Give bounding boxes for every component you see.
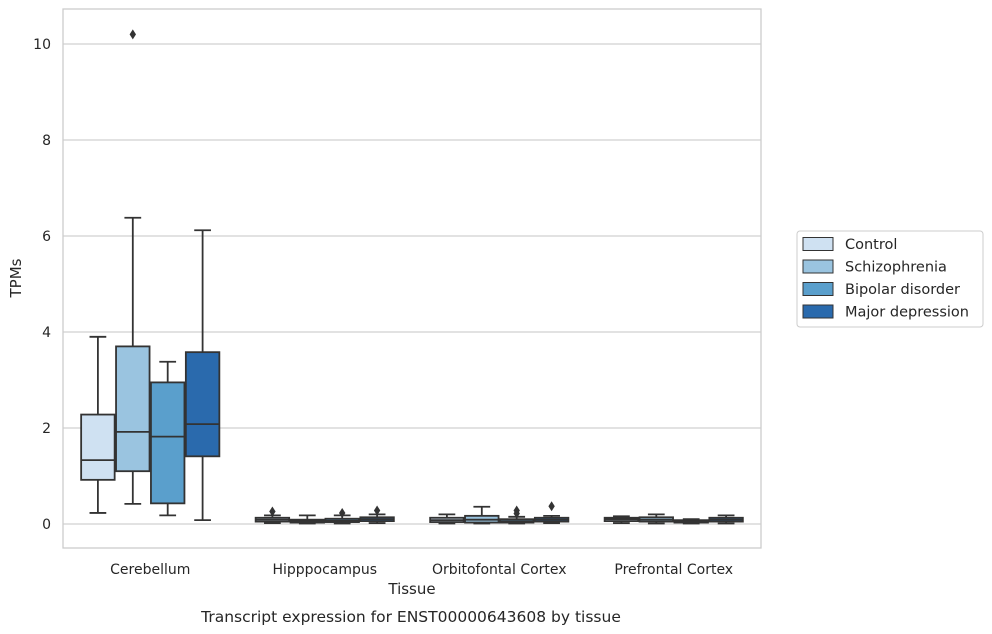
box xyxy=(115,29,151,505)
box-body xyxy=(150,381,186,505)
x-tick-labels: Cerebellum Hipppocampus Orbitofontal Corte… xyxy=(110,562,733,578)
x-tick-label: Cerebellum xyxy=(110,562,190,578)
outlier-point xyxy=(129,29,136,40)
legend-swatch xyxy=(802,237,834,251)
box xyxy=(638,513,674,525)
box xyxy=(289,514,325,525)
legend-label: Schizophrenia xyxy=(845,260,947,276)
box xyxy=(184,229,221,522)
legend: Control Schizophrenia Bipolar disorder Majo… xyxy=(796,230,984,328)
legend-label: Bipolar disorder xyxy=(845,282,960,298)
box xyxy=(464,505,500,525)
box xyxy=(80,335,116,514)
box xyxy=(708,514,744,525)
legend-swatch xyxy=(802,282,834,296)
box xyxy=(533,501,570,524)
x-tick-label: Hipppocampus xyxy=(272,562,377,578)
box xyxy=(324,507,360,525)
box-groups xyxy=(80,29,744,525)
y-tick-label: 0 xyxy=(42,517,51,533)
box xyxy=(673,518,709,525)
y-tick-label: 8 xyxy=(42,133,51,149)
y-axis-label: TPMs xyxy=(7,258,25,298)
chart-caption: Transcript expression for ENST0000064360… xyxy=(200,608,621,626)
box xyxy=(150,360,186,517)
legend-label: Major depression xyxy=(845,305,969,321)
box xyxy=(499,505,535,525)
y-tick-labels: 0 2 4 6 8 10 xyxy=(33,37,51,533)
y-tick-label: 4 xyxy=(42,325,51,341)
legend-frame xyxy=(796,230,984,328)
box xyxy=(359,505,395,524)
outlier-point xyxy=(513,505,520,516)
box-body xyxy=(184,351,221,458)
x-tick-label: Prefrontal Cortex xyxy=(614,562,733,578)
outlier-point xyxy=(373,505,381,516)
box-body xyxy=(115,345,151,473)
outlier-point xyxy=(548,501,555,512)
x-axis-label: Tissue xyxy=(387,580,435,598)
legend-swatch xyxy=(802,259,834,274)
x-tick-label: Orbitofontal Cortex xyxy=(432,562,567,578)
outlier-point xyxy=(269,506,276,517)
box xyxy=(603,515,640,524)
box-body xyxy=(80,413,116,481)
y-tick-label: 6 xyxy=(42,229,51,245)
plot-frame xyxy=(62,8,762,549)
legend-label: Control xyxy=(845,237,897,253)
y-tick-label: 2 xyxy=(42,421,51,437)
outlier-point xyxy=(339,507,346,518)
box xyxy=(254,506,291,524)
box xyxy=(429,513,465,525)
y-tick-label: 10 xyxy=(33,37,51,53)
legend-swatch xyxy=(802,304,834,319)
